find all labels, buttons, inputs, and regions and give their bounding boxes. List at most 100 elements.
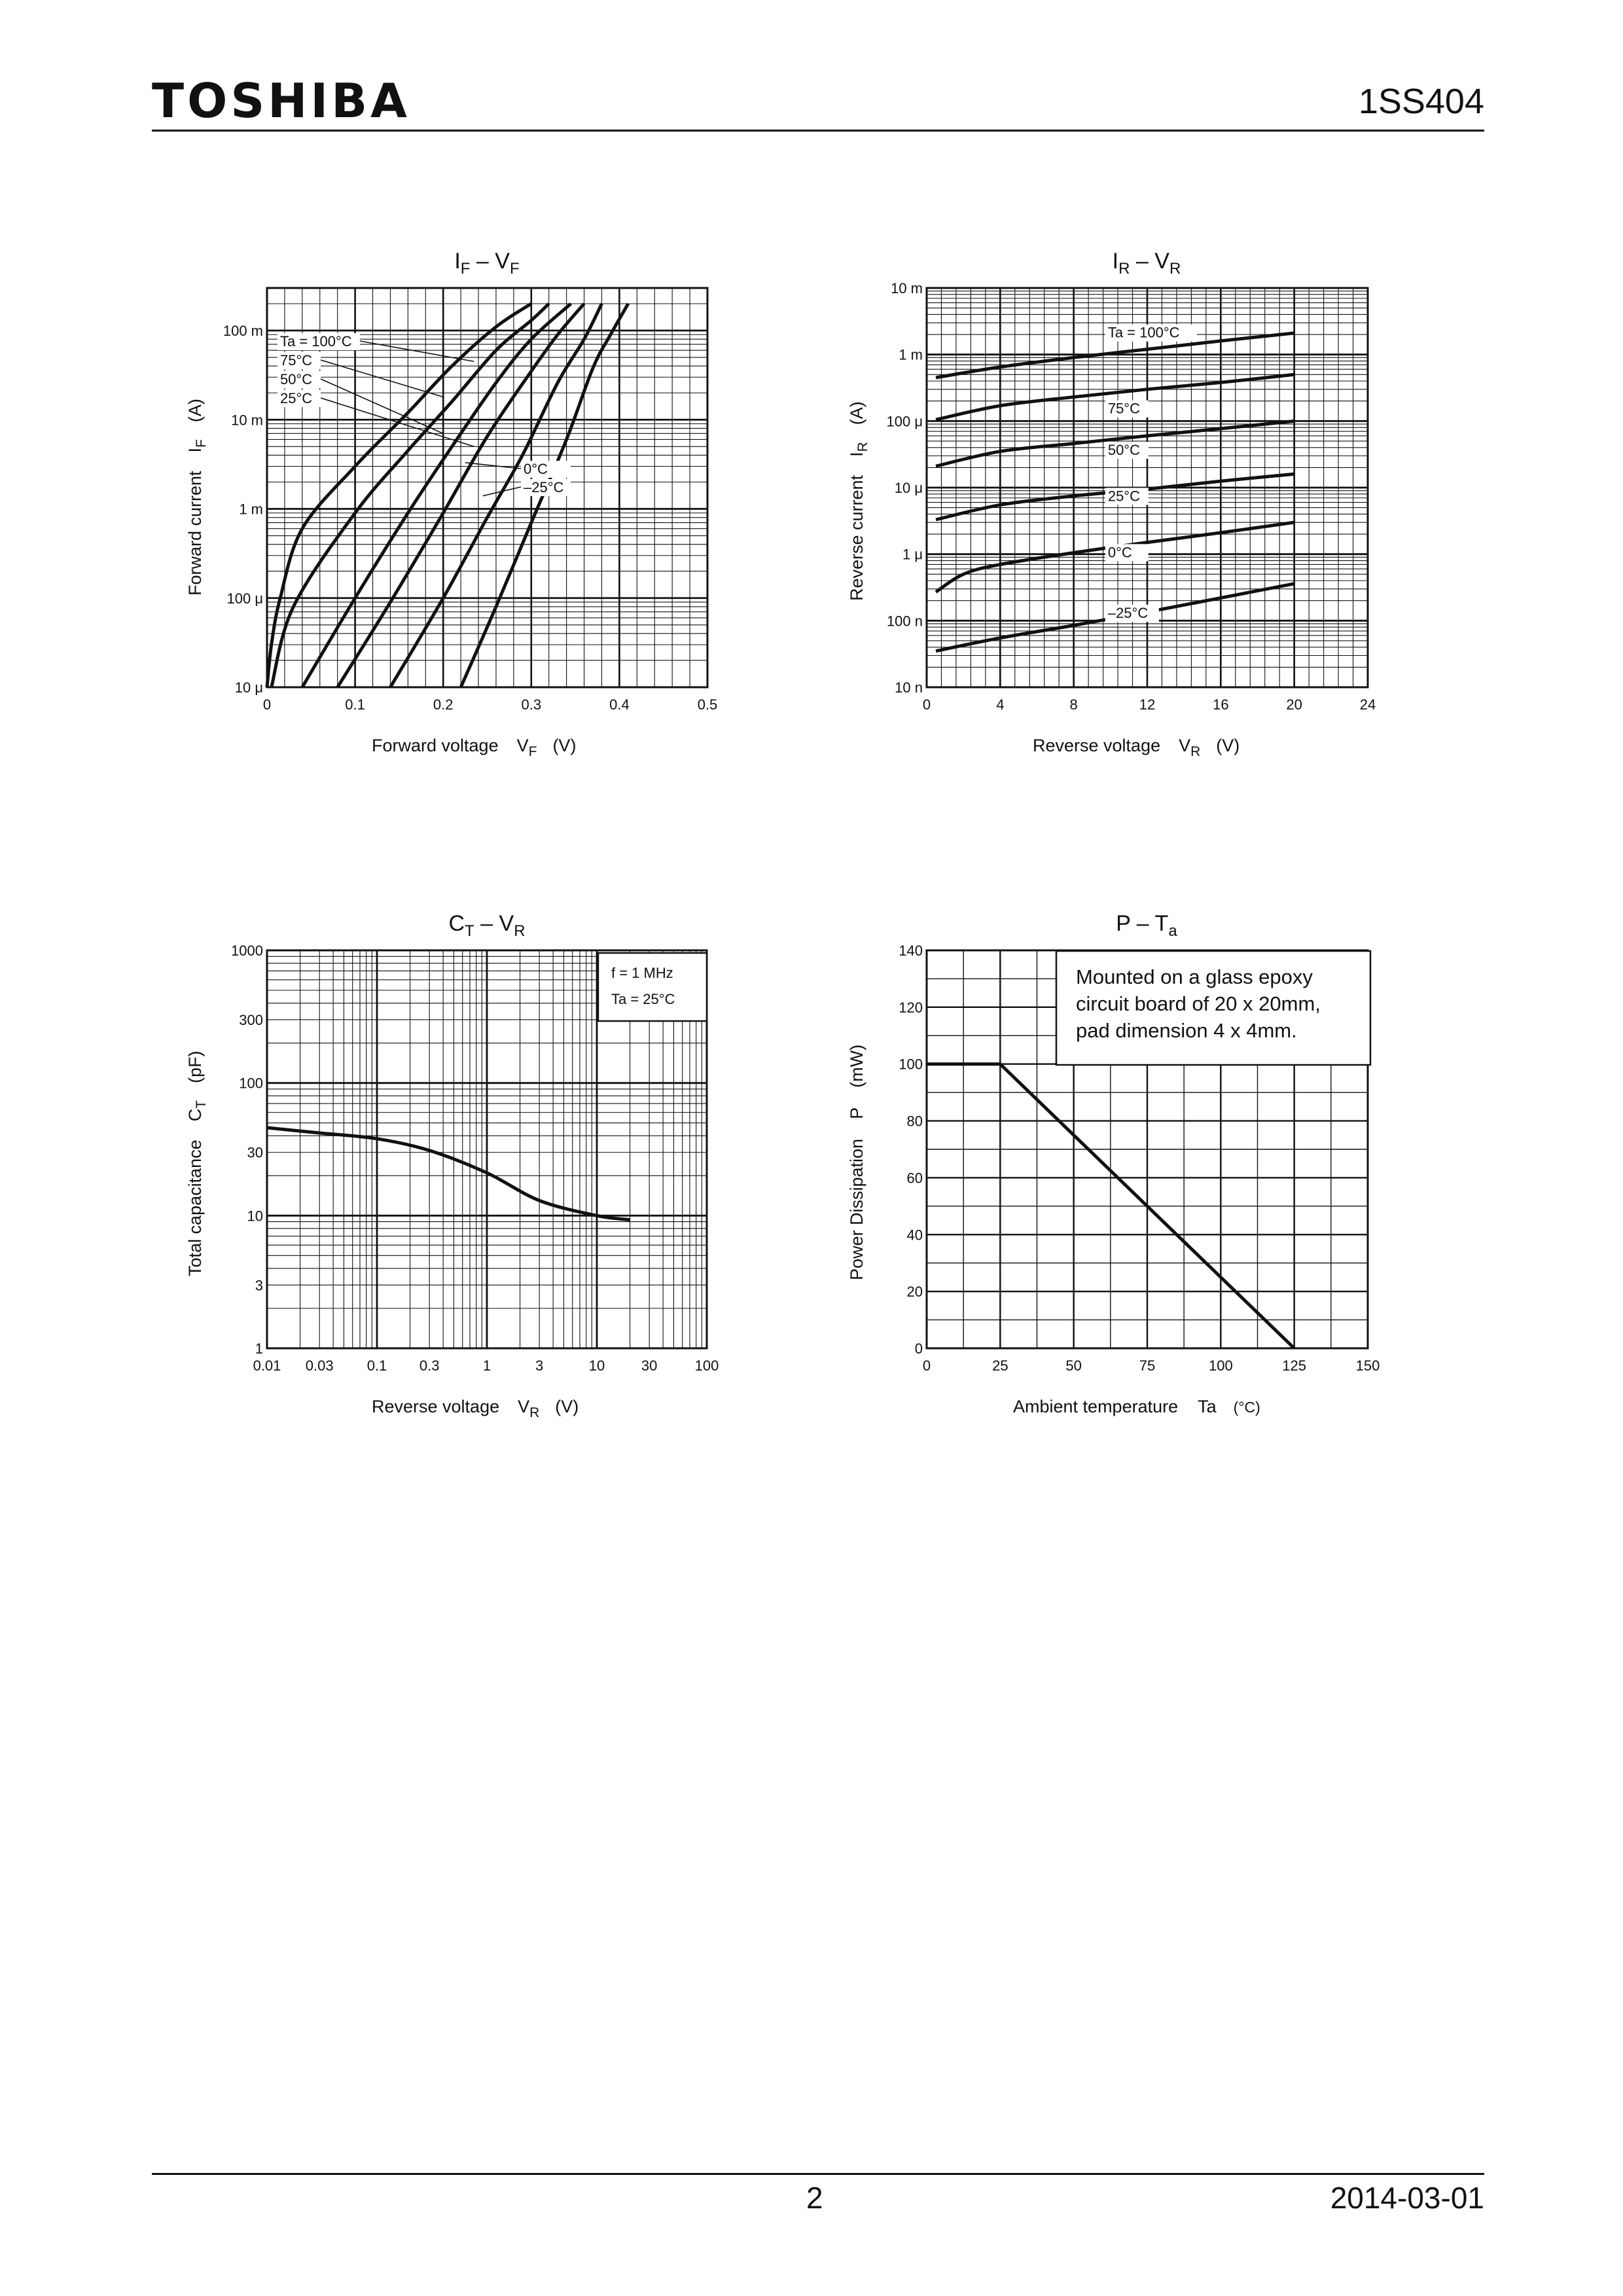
- plot-frame: [925, 287, 1369, 689]
- series-line: [389, 302, 603, 689]
- chart-ct-vr: 0.01 0.03 0.1 0.3 1 3 10 30 1001310301003001000 …: [185, 911, 719, 1420]
- x-tick-label: 16: [1213, 696, 1228, 713]
- y-tick-label: 80: [907, 1113, 923, 1130]
- series-line: [270, 302, 550, 688]
- legend-box-ct-vr: [597, 952, 708, 1022]
- series-label: –25°C: [524, 479, 564, 495]
- x-tick-label: 0.03: [306, 1357, 334, 1374]
- y-tick-label: 1: [255, 1340, 263, 1357]
- note-box-p-ta: [1055, 950, 1372, 1066]
- plot-frame: [266, 949, 708, 1350]
- chart-title-ct-vr: CT – VR: [448, 911, 525, 940]
- y-tick-label: 0: [915, 1340, 923, 1357]
- x-tick-label: 0.3: [419, 1357, 440, 1374]
- x-tick-label: 4: [996, 696, 1004, 713]
- series-label: Ta = 100°C: [1108, 325, 1180, 341]
- leader-line: [465, 462, 522, 469]
- note-frequency: f = 1 MHz: [611, 965, 673, 981]
- series-line: [927, 1062, 1296, 1350]
- note-line-2: circuit board of 20 x 20mm,: [1076, 992, 1321, 1015]
- x-tick-label: 30: [641, 1357, 657, 1374]
- y-tick-label: 120: [899, 999, 923, 1016]
- annotations-if-vf: Ta = 100°C 75°C 50°C 25°C 0°C –25°C: [277, 333, 571, 497]
- series-label: 0°C: [1108, 544, 1132, 560]
- series-line: [265, 302, 533, 688]
- label-bg: [1105, 544, 1149, 562]
- y-tick-label: 1000: [231, 942, 263, 959]
- y-tick-label: 60: [907, 1170, 923, 1186]
- series-label: 75°C: [1108, 401, 1140, 417]
- label-bg: [521, 461, 571, 478]
- note-temperature: Ta = 25°C: [611, 991, 675, 1007]
- x-tick-label: 100: [695, 1357, 719, 1374]
- x-tick-label: 0: [263, 696, 271, 713]
- x-tick-label: 12: [1139, 696, 1155, 713]
- x-tick-label: 1: [483, 1357, 491, 1374]
- leader-line: [320, 397, 474, 448]
- series-line: [266, 1126, 630, 1222]
- y-tick-label: 10 n: [895, 679, 923, 696]
- label-bg: [277, 333, 360, 350]
- note-line-1: Mounted on a glass epoxy: [1076, 965, 1313, 988]
- x-axis-label-if-vf: Forward voltage VF (V): [372, 736, 576, 759]
- series-label: 50°C: [1108, 442, 1140, 458]
- x-tick-label: 100: [1209, 1357, 1233, 1374]
- x-axis-label-p-ta: Ambient temperature Ta (°C): [1013, 1397, 1260, 1416]
- y-tick-label: 1 μ: [902, 547, 923, 563]
- x-tick-label: 0.1: [367, 1357, 387, 1374]
- plot-frame: [266, 287, 709, 689]
- y-tick-label: 300: [239, 1012, 263, 1028]
- label-bg: [1105, 605, 1159, 622]
- x-tick-label: 10: [589, 1357, 605, 1374]
- document-date: 2014-03-01: [1330, 2181, 1484, 2215]
- y-tick-label: 100 μ: [227, 590, 264, 607]
- chart-p-ta: 0 25 50 75 100 125 150 0 20 40 60 80 100 120 140 P – T…: [847, 911, 1380, 1416]
- y-tick-label: 140: [899, 942, 923, 959]
- leader-line: [320, 359, 444, 398]
- y-tick-label: 40: [907, 1227, 923, 1243]
- x-tick-label: 25: [992, 1357, 1008, 1374]
- chart-title-p-ta: P – Ta: [1116, 911, 1177, 940]
- y-axis-label-if-vf: Forward currentIF(A): [185, 399, 209, 596]
- x-tick-label: 0.4: [609, 696, 630, 713]
- series-if-vf: [265, 302, 630, 689]
- y-axis-label-ir-vr: Reverse currentIR(A): [847, 401, 870, 601]
- label-bg: [1105, 442, 1149, 459]
- series-label: –25°C: [1108, 605, 1149, 621]
- series-line: [935, 520, 1295, 594]
- y-tick-label: 10: [247, 1208, 263, 1224]
- label-bg: [277, 371, 321, 388]
- x-tick-label: 0.3: [522, 696, 542, 713]
- series-line: [935, 419, 1294, 468]
- series-line: [336, 302, 586, 689]
- x-axis-label-ir-vr: Reverse voltage VR (V): [1033, 736, 1240, 759]
- x-tick-label: 3: [535, 1357, 543, 1374]
- x-tick-label: 0: [923, 1357, 931, 1374]
- y-tick-label: 10 μ: [235, 679, 263, 696]
- x-tick-label: 0.1: [345, 696, 365, 713]
- x-tick-label: 8: [1070, 696, 1078, 713]
- series-label: 25°C: [1108, 488, 1140, 504]
- y-tick-label: 20: [907, 1283, 923, 1300]
- label-bg: [1105, 488, 1149, 505]
- x-tick-label: 0: [923, 696, 931, 713]
- label-bg: [1105, 400, 1149, 418]
- y-tick-label: 3: [255, 1277, 263, 1293]
- y-tick-label: 1 m: [899, 347, 923, 363]
- label-bg: [521, 479, 571, 496]
- x-tick-label: 150: [1356, 1357, 1380, 1374]
- series-label: 0°C: [524, 461, 548, 477]
- y-tick-label: 100: [239, 1075, 263, 1092]
- label-bg: [1105, 324, 1197, 342]
- x-tick-label: 125: [1282, 1357, 1306, 1374]
- chart-title-ir-vr: IR – VR: [1113, 249, 1181, 278]
- x-tick-label: 0.2: [433, 696, 454, 713]
- x-tick-label: 0.5: [698, 696, 718, 713]
- chart-title-if-vf: IF – VF: [454, 249, 519, 278]
- footer-rule: [152, 2173, 1484, 2175]
- y-axis-label-p-ta: Power DissipationP(mW): [847, 1045, 866, 1280]
- series-label: 25°C: [280, 390, 312, 406]
- series-label: 50°C: [280, 371, 312, 387]
- leader-line: [482, 486, 522, 497]
